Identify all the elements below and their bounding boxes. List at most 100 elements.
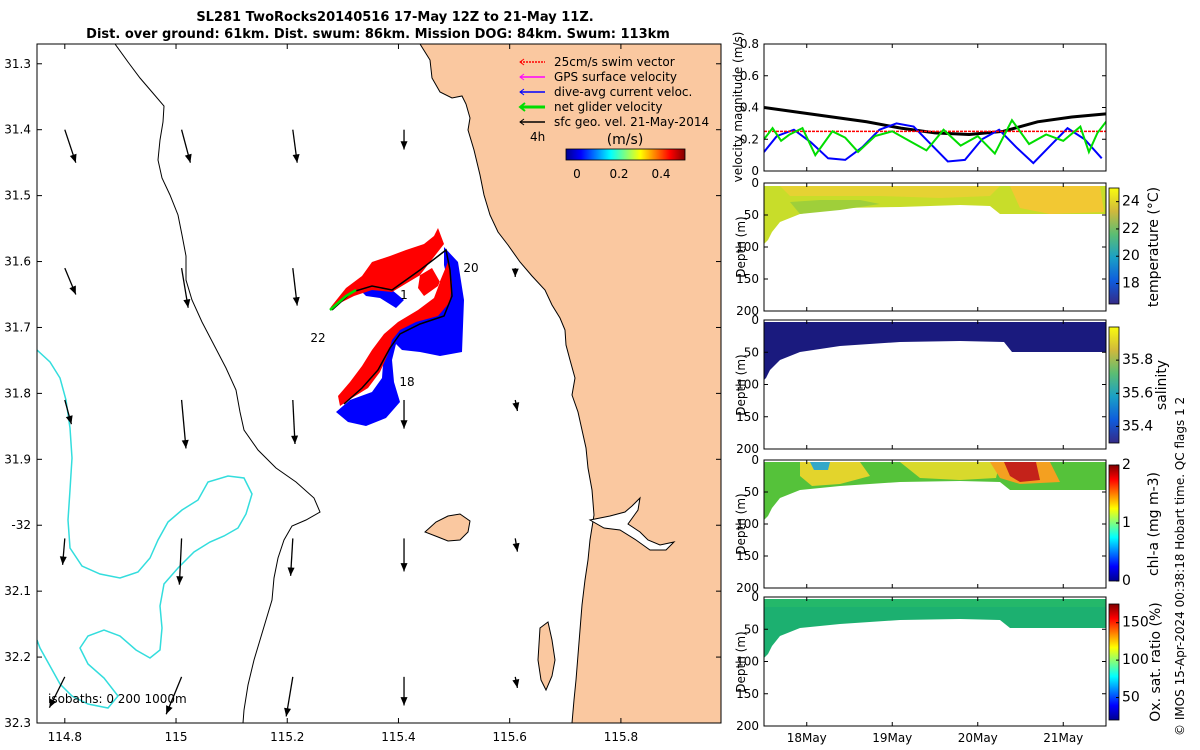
geo-arrow-head — [65, 415, 73, 425]
geo-arrow — [64, 129, 77, 163]
peninsula — [537, 621, 556, 692]
title-line-1: SL281 TwoRocks20140516 17-May 12Z to 21-… — [196, 10, 593, 25]
depth-tick-label: 200 — [736, 304, 759, 318]
map-axis-ticks: 114.8 115 115.2 115.4 115.6 115.8 31.3 31.4 31.5… — [4, 44, 721, 744]
geo-arrow — [292, 268, 300, 306]
net-velocity-segment — [329, 288, 357, 311]
map-y-tick-label: 31.3 — [4, 57, 31, 71]
legend-entry-net: net glider velocity — [518, 100, 662, 114]
temperature-cbar-label: temperature (°C) — [1146, 187, 1162, 307]
geo-arrow — [284, 676, 294, 717]
map-y-tick-label: 32.3 — [4, 716, 31, 730]
velocity-y-tick-label: 0 — [751, 164, 759, 178]
geo-arrow — [48, 676, 66, 708]
credit-text: © IMOS 15-Apr-2024 00:38:18 Hobart time.… — [1173, 397, 1187, 736]
geo-arrow — [59, 538, 67, 565]
map-y-tick-label: 31.6 — [4, 255, 31, 269]
section-axis-ticks: 0501001502001820222405010015020035.435.6… — [736, 44, 1153, 745]
salinity-panel: Depth (m) salinity — [734, 319, 1170, 450]
depth-tick-label: 0 — [751, 176, 759, 190]
geo-arrow-head — [183, 298, 191, 308]
velocity-axis-ticks: 0 0.2 0.4 0.6 0.8 — [740, 37, 1106, 178]
velocity-y-tick-label: 0.6 — [740, 69, 759, 83]
depth-tick-label: 50 — [744, 485, 759, 499]
geo-arrow — [400, 538, 408, 572]
geo-arrow-head — [69, 285, 76, 295]
geo-arrow — [512, 538, 520, 552]
geo-arrow-head — [291, 435, 299, 444]
map-legend: 25cm/s swim vector GPS surface velocity … — [518, 55, 709, 181]
geo-arrow-head — [181, 439, 189, 449]
legend-text-geo: sfc geo. vel. 21-May-2014 — [554, 115, 709, 129]
temperature-deep-layer — [790, 200, 880, 214]
estuary — [588, 496, 676, 551]
geo-arrow — [512, 399, 520, 412]
geo-arrow-head — [292, 154, 300, 163]
geo-arrow-head — [284, 707, 292, 717]
chla-blue-patch — [810, 462, 830, 470]
map-y-tick-label: 31.7 — [4, 320, 31, 334]
map-y-tick-label: 31.5 — [4, 189, 31, 203]
geo-arrow — [400, 399, 408, 429]
velocity-y-tick-label: 0.8 — [740, 37, 759, 51]
depth-tick-label: 0 — [751, 313, 759, 327]
oxygen-ylabel: Depth (m) — [734, 631, 748, 692]
chla-red-patch — [1004, 462, 1040, 482]
depth-tick-label: 150 — [736, 687, 759, 701]
colorbar-tick-label: 50 — [1122, 690, 1140, 706]
salinity-field — [764, 322, 1106, 380]
colorbar-tick-label: 20 — [1122, 248, 1140, 264]
map-x-tick-label: 115 — [165, 730, 188, 744]
temperature-surface-warm — [780, 186, 1000, 198]
colorbar-tick-label: 100 — [1122, 652, 1149, 668]
island — [424, 513, 471, 542]
map-x-tick-label: 115.8 — [604, 730, 638, 744]
depth-tick-label: 150 — [736, 272, 759, 286]
geo-arrow — [287, 538, 295, 576]
track-label-1: 1 — [400, 288, 408, 302]
current-vector-fan — [336, 247, 464, 426]
temperature-colorbar — [1108, 187, 1120, 305]
map-y-tick-label: 32.1 — [4, 584, 31, 598]
geo-arrow — [64, 267, 77, 295]
colorbar-tick-label: 0 — [1122, 573, 1131, 589]
geo-arrow-head — [400, 697, 408, 706]
legend-time-step: 4h — [530, 130, 545, 144]
depth-tick-label: 100 — [736, 517, 759, 531]
geo-arrow — [165, 676, 183, 715]
map-y-tick-label: 32.2 — [4, 650, 31, 664]
track-label-22: 22 — [310, 331, 325, 345]
title-line-2: Dist. over ground: 61km. Dist. swum: 86k… — [86, 27, 670, 42]
chla-cbar-label: chl-a (mg m-3) — [1146, 472, 1162, 576]
map-y-tick-label: 31.4 — [4, 123, 31, 137]
velocity-y-tick-label: 0.4 — [740, 101, 759, 115]
depth-tick-label: 50 — [744, 345, 759, 359]
geo-arrow — [180, 268, 191, 308]
map-y-tick-label: 31.8 — [4, 386, 31, 400]
geo-arrow-head — [400, 141, 408, 150]
colorbar-tick-0: 0 — [573, 167, 581, 181]
velocity-y-tick-label: 0.2 — [740, 132, 759, 146]
geo-velocity-arrows — [48, 129, 520, 717]
geo-arrow — [292, 129, 300, 163]
map-panel: 1 20 22 18 isobaths: 0 200 1000m 25cm/s … — [4, 43, 722, 744]
map-x-tick-label: 114.8 — [48, 730, 82, 744]
geo-arrow-head — [292, 296, 300, 306]
legend-entry-geo: sfc geo. vel. 21-May-2014 — [519, 115, 709, 129]
geo-arrow — [400, 129, 408, 150]
geo-arrow — [180, 129, 192, 163]
salinity-colorbar — [1108, 326, 1120, 444]
time-tick-label: 21May — [1043, 731, 1083, 745]
chla-mid-yellow — [900, 462, 1000, 480]
legend-text-swim: 25cm/s swim vector — [554, 55, 675, 69]
legend-text-current: dive-avg current veloc. — [554, 85, 692, 99]
depth-tick-label: 200 — [736, 581, 759, 595]
map-x-tick-label: 115.6 — [493, 730, 527, 744]
time-tick-label: 18May — [787, 731, 827, 745]
geo-arrow-head — [287, 567, 295, 576]
geo-arrow-head — [59, 556, 67, 565]
temperature-warm-patch — [1010, 186, 1104, 214]
depth-tick-label: 100 — [736, 378, 759, 392]
depth-tick-label: 0 — [751, 453, 759, 467]
